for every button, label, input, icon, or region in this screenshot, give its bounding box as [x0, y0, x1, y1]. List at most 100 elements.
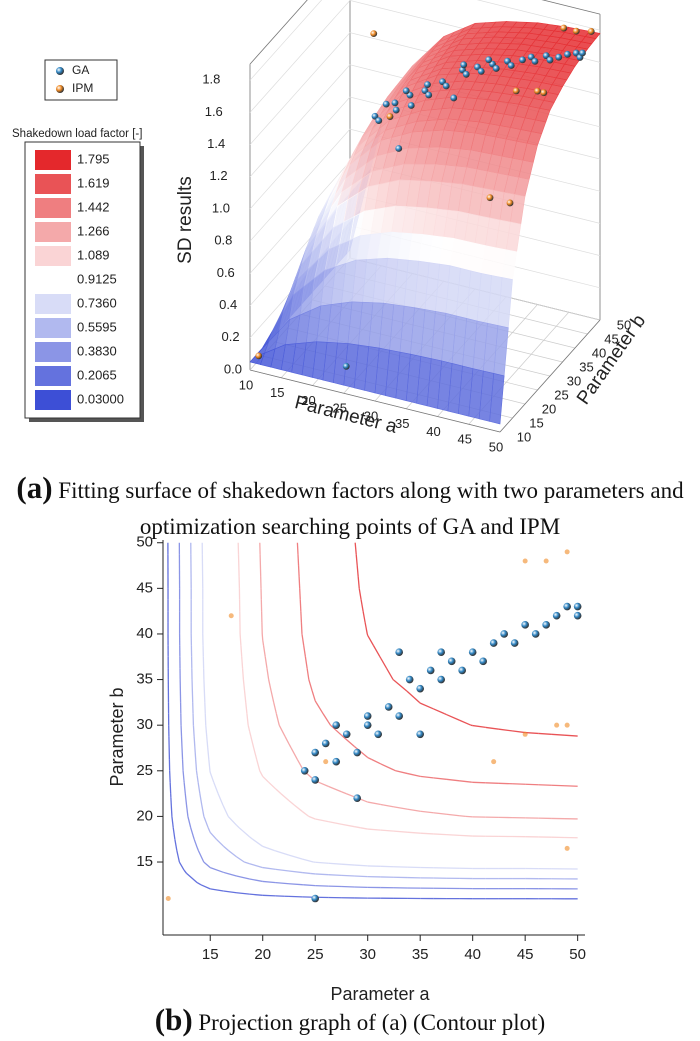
- contour-line: [460, 835, 473, 836]
- x-axis-title: Parameter a: [330, 984, 430, 1004]
- point: [554, 723, 559, 728]
- point: [364, 712, 372, 720]
- point: [424, 81, 431, 88]
- contour-line: [312, 691, 315, 701]
- x-tick-label: 20: [301, 393, 315, 408]
- contour-line: [251, 805, 258, 816]
- contour-line: [197, 847, 198, 850]
- contour-line: [223, 806, 228, 816]
- point: [427, 667, 435, 675]
- contour-line: [222, 691, 223, 702]
- contour-line: [201, 885, 210, 889]
- contour-line: [394, 851, 407, 852]
- colorbar-label: 0.3830: [77, 343, 117, 358]
- y-tick-label: 15: [529, 415, 543, 430]
- contour-line: [309, 816, 315, 819]
- point: [364, 721, 372, 729]
- contour-line: [207, 737, 208, 748]
- contour-line: [250, 864, 263, 868]
- contour-line: [263, 846, 275, 850]
- contour-line: [218, 634, 219, 645]
- contour-line: [299, 577, 300, 588]
- point: [540, 89, 547, 96]
- colorbar-swatch: [35, 390, 71, 410]
- x-tick-label: 50: [569, 946, 586, 963]
- contour-line: [301, 623, 302, 634]
- contour-line: [263, 868, 276, 870]
- contour-line: [291, 748, 297, 759]
- point: [383, 101, 390, 108]
- point: [406, 676, 414, 684]
- contour-line: [446, 814, 459, 815]
- contour-line: [394, 770, 396, 771]
- point: [485, 56, 492, 63]
- contour-line: [276, 714, 279, 725]
- contour-line: [361, 828, 368, 829]
- contour-line: [499, 729, 512, 731]
- contour-line: [433, 834, 446, 835]
- point: [408, 102, 415, 109]
- point: [563, 603, 571, 611]
- contour-line: [250, 879, 263, 881]
- contour-line: [236, 775, 239, 782]
- contour-line: [263, 895, 276, 896]
- y-tick-label: 25: [136, 762, 153, 779]
- contour-line: [246, 702, 247, 713]
- contour-line: [309, 680, 312, 691]
- point: [370, 30, 377, 37]
- point: [395, 648, 403, 656]
- contour-line: [368, 758, 372, 760]
- contour-line: [383, 805, 393, 807]
- z-tick-label: 1.0: [212, 200, 230, 215]
- x-tick-label: 20: [254, 946, 271, 963]
- contour-line: [387, 668, 394, 679]
- contour-line: [267, 668, 269, 679]
- point: [343, 363, 350, 370]
- y-tick-label: 30: [136, 716, 153, 733]
- contour-line: [460, 720, 471, 725]
- contour-line: [551, 734, 564, 735]
- contour-line: [446, 835, 459, 836]
- point: [448, 658, 456, 666]
- z-axis-title: SD results: [175, 176, 196, 264]
- point: [463, 71, 470, 78]
- contour-line: [198, 782, 200, 793]
- contour-line: [214, 782, 218, 793]
- colorbar-label: 1.619: [77, 175, 110, 190]
- contour-line: [271, 691, 274, 702]
- contour-line: [208, 748, 209, 759]
- caption-label: (b): [155, 1002, 193, 1037]
- contour-line: [243, 680, 244, 691]
- contour-line: [355, 876, 368, 877]
- contour-line: [289, 832, 302, 837]
- contour-line: [175, 839, 177, 850]
- point: [395, 712, 403, 720]
- point: [574, 612, 582, 620]
- colorbar-swatch: [35, 270, 71, 290]
- contour-line: [368, 802, 381, 804]
- colorbar-swatch: [35, 366, 71, 386]
- contour-line: [208, 828, 210, 833]
- contour-line: [264, 645, 266, 656]
- contour-line: [361, 600, 363, 611]
- contour-line: [328, 843, 341, 845]
- contour-line: [285, 737, 289, 744]
- contour-line: [315, 862, 328, 863]
- point: [544, 558, 549, 563]
- point: [311, 776, 319, 784]
- contour-line: [420, 811, 433, 812]
- contour-line: [355, 747, 357, 748]
- contour-line: [446, 779, 459, 780]
- contour-line: [194, 839, 197, 847]
- point: [534, 88, 541, 95]
- point: [166, 896, 171, 901]
- point: [301, 767, 309, 775]
- point: [323, 759, 328, 764]
- contour-line: [177, 851, 180, 862]
- point: [332, 758, 340, 766]
- colorbar-swatch: [35, 222, 71, 242]
- contour-line: [473, 726, 486, 728]
- contour-line: [318, 782, 328, 786]
- point: [500, 630, 508, 638]
